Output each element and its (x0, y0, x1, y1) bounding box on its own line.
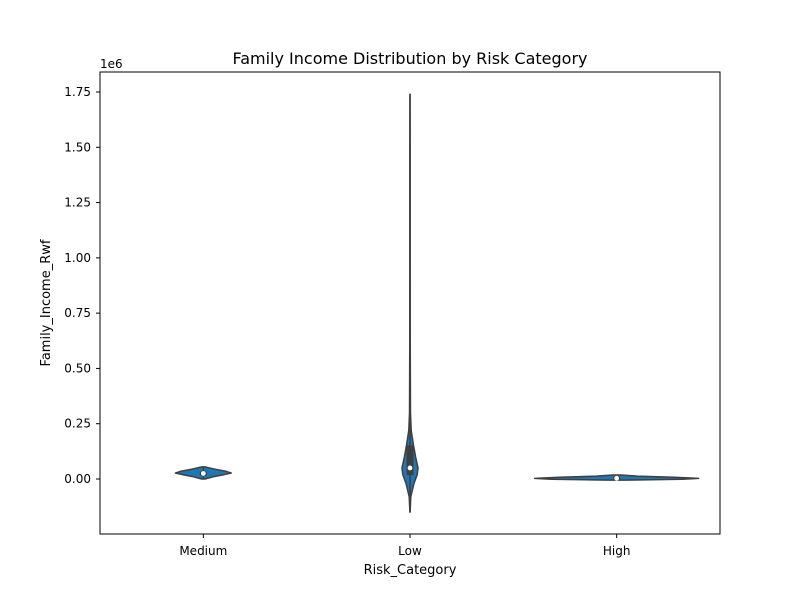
plot-frame (99, 71, 721, 535)
axis-layer: Medium Low High 0.00 0.25 0.50 0.75 1.00 1.25 1.5… (64, 85, 630, 558)
plot-layer (174, 93, 700, 513)
y-tick-label: 1.75 (64, 85, 91, 99)
median-marker-low (407, 465, 413, 471)
y-axis-label: Family_Income_Rwf (39, 239, 54, 366)
y-tick-label: 0.00 (64, 472, 91, 486)
y-tick-label: 0.75 (64, 306, 91, 320)
y-tick-label: 1.50 (64, 140, 91, 154)
y-offset-label: 1e6 (100, 57, 123, 71)
y-tick-label: 0.50 (64, 361, 91, 375)
median-marker-high (614, 475, 620, 481)
x-tick-label: Medium (179, 544, 227, 558)
y-tick-label: 1.25 (64, 196, 91, 210)
x-tick-label: Low (398, 544, 422, 558)
x-axis-label: Risk_Category (364, 563, 457, 578)
x-tick-label: High (603, 544, 631, 558)
y-tick-label: 1.00 (64, 251, 91, 265)
iqr-box-low (406, 445, 414, 476)
y-tick-label: 0.25 (64, 417, 91, 431)
median-marker-medium (200, 471, 206, 476)
chart-title: Family Income Distribution by Risk Categ… (232, 49, 587, 68)
